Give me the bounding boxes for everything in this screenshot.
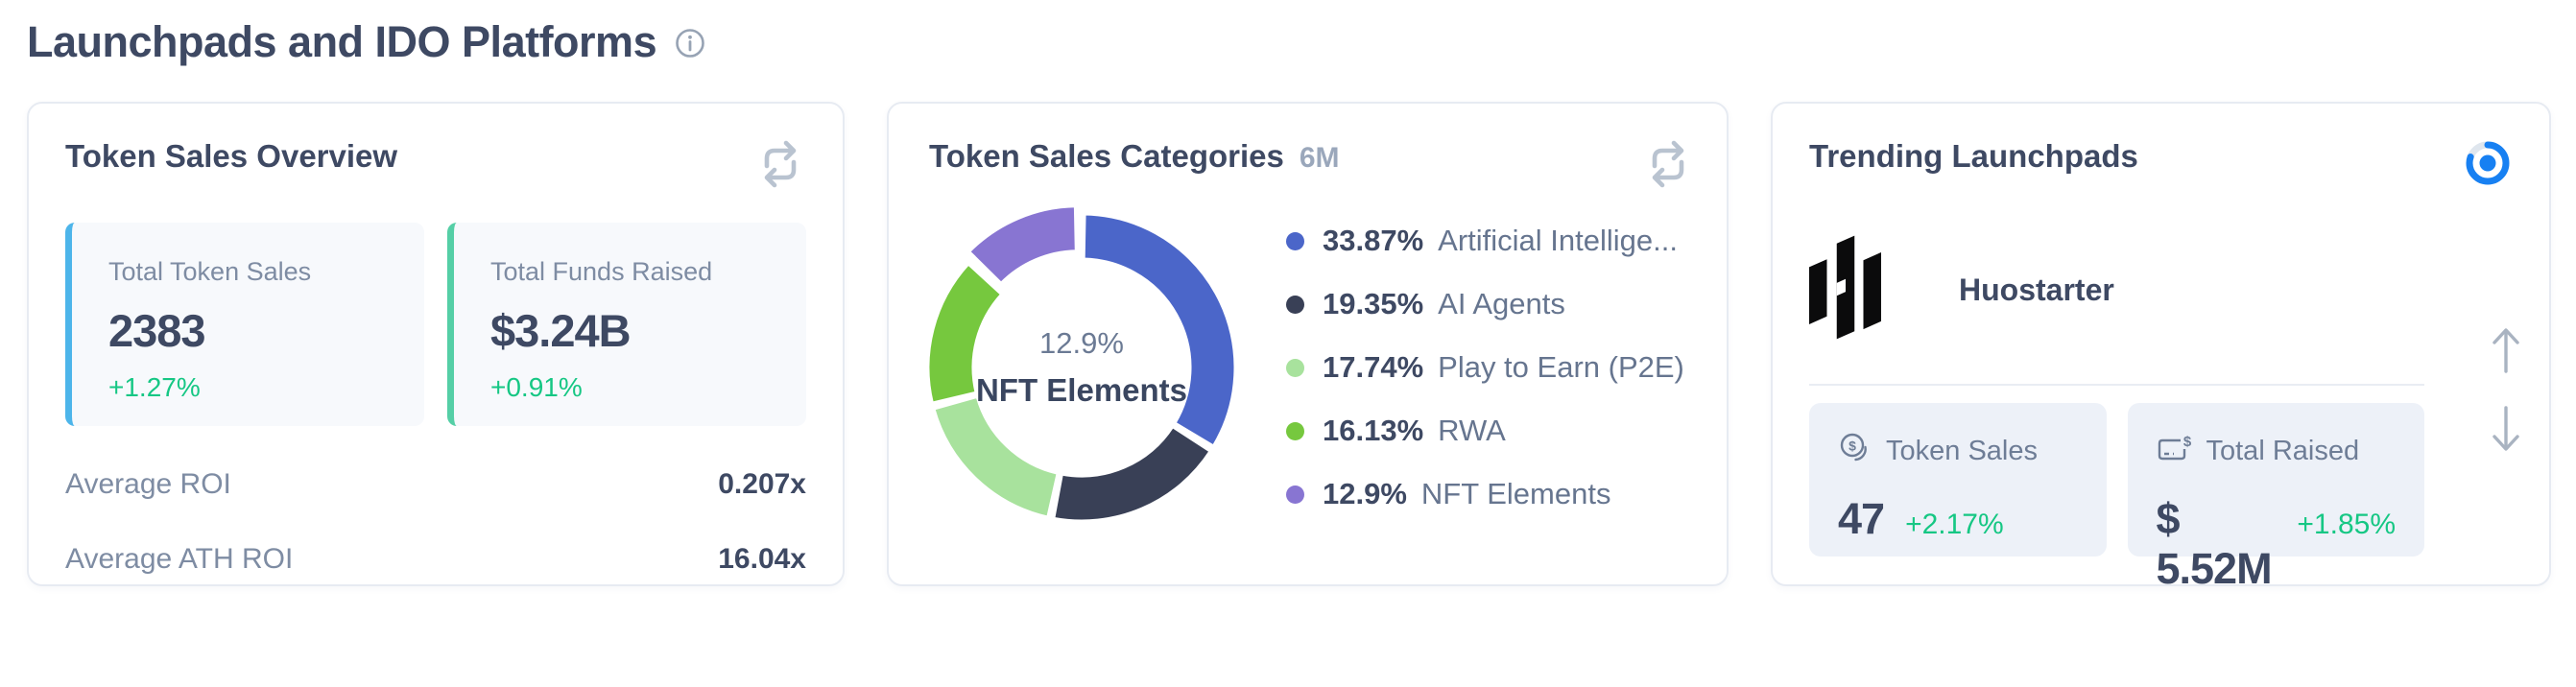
stat-label: Total Funds Raised — [490, 257, 713, 286]
donut-slice[interactable] — [1052, 425, 1212, 523]
legend-label: RWA — [1438, 414, 1506, 447]
trending-card-header: Trending Launchpads — [1809, 138, 2513, 188]
receipt-dollar-icon: $ — [2157, 432, 2193, 471]
launchpads-section: Launchpads and IDO Platforms Token Sales… — [27, 17, 2551, 593]
launchpad-stat-label: Token Sales — [1886, 436, 2038, 466]
launchpad-stat-change: +1.85% — [2297, 509, 2396, 540]
legend-percent: 16.13% — [1323, 414, 1424, 447]
launchpad-stat-value: $ 5.52M — [2156, 494, 2273, 593]
launchpad-stat-box: $ Token Sales 47 +2.17% — [1809, 403, 2107, 557]
legend-label: NFT Elements — [1420, 477, 1611, 510]
legend-label: Artificial Intellige... — [1438, 224, 1678, 257]
overview-card-title: Token Sales Overview — [65, 138, 398, 174]
legend-percent: 17.74% — [1323, 350, 1424, 384]
token-sales-overview-card: Token Sales Overview Total Token Sales 2… — [27, 102, 845, 586]
info-icon[interactable] — [674, 27, 706, 64]
legend-percent: 19.35% — [1323, 287, 1424, 320]
refresh-icon[interactable] — [1642, 138, 1694, 190]
overview-stat-box: Total Funds Raised $3.24B +0.91% — [447, 223, 806, 426]
page-title: Launchpads and IDO Platforms — [27, 17, 657, 66]
roi-label: Average ATH ROI — [65, 543, 294, 575]
svg-text:$: $ — [2182, 434, 2191, 450]
overview-stats-row: Total Token Sales 2383 +1.27% Total Fund… — [65, 223, 806, 426]
legend-item[interactable]: 33.87% Artificial Intellige... — [1286, 224, 1694, 258]
section-header: Launchpads and IDO Platforms — [27, 17, 2551, 67]
trending-launchpads-card: Trending Launchpads — [1771, 102, 2551, 593]
legend-dot — [1286, 421, 1304, 440]
cards-row: Token Sales Overview Total Token Sales 2… — [27, 102, 2551, 593]
token-sales-categories-card: Token Sales Categories 6M 12.9% — [887, 102, 1729, 586]
launchpad-stats-row: $ Token Sales 47 +2.17% — [1809, 403, 2424, 593]
category-legend: 33.87% Artificial Intellige... 19.35% AI… — [1286, 224, 1694, 511]
divider — [1809, 384, 2424, 386]
legend-item[interactable]: 12.9% NFT Elements — [1286, 477, 1694, 511]
roi-label: Average ROI — [65, 468, 231, 500]
launchpad-stat-value: 47 — [1838, 494, 1885, 543]
categories-card-title: Token Sales Categories — [929, 138, 1284, 174]
categories-period-badge: 6M — [1299, 142, 1340, 174]
refresh-icon[interactable] — [754, 138, 806, 190]
roi-value: 0.207x — [718, 468, 806, 500]
legend-dot — [1286, 358, 1304, 377]
launchpad-name: Huostarter — [1959, 272, 2114, 307]
donut-slice[interactable] — [1082, 212, 1237, 448]
categories-body: 12.9% NFT Elements 33.87% Artificial Int… — [918, 200, 1694, 535]
arrow-up-icon[interactable] — [2488, 326, 2524, 374]
autorotate-timer-icon[interactable] — [2463, 138, 2513, 188]
legend-percent: 33.87% — [1323, 224, 1424, 257]
launchpad-stat-box: $ Total Raised $ 5.52M +1.85% — [2127, 403, 2424, 593]
stat-value: $3.24B — [490, 305, 632, 356]
launchpad-stat-change: +2.17% — [1905, 509, 2004, 540]
overview-stat-box: Total Token Sales 2383 +1.27% — [65, 223, 424, 426]
legend-item[interactable]: 16.13% RWA — [1286, 414, 1694, 448]
launchpad-row[interactable]: Huostarter — [1809, 228, 2513, 351]
legend-dot — [1286, 231, 1304, 250]
categories-card-header: Token Sales Categories 6M — [918, 138, 1694, 190]
launchpad-stat-label: Total Raised — [2206, 436, 2360, 466]
stat-change: +0.91% — [490, 372, 583, 402]
coins-dollar-icon: $ — [1838, 432, 1872, 471]
legend-percent: 12.9% — [1323, 477, 1407, 510]
stat-label: Total Token Sales — [108, 257, 312, 286]
legend-label: Play to Earn (P2E) — [1438, 350, 1684, 384]
donut-slice[interactable] — [967, 204, 1078, 285]
donut-slice[interactable] — [932, 394, 1060, 519]
stat-change: +1.27% — [108, 372, 201, 402]
donut-slice[interactable] — [926, 262, 1004, 405]
average-roi-row: Average ROI 0.207x — [65, 468, 806, 501]
legend-item[interactable]: 19.35% AI Agents — [1286, 287, 1694, 321]
stat-value: 2383 — [108, 305, 206, 356]
arrow-down-icon[interactable] — [2488, 405, 2524, 453]
roi-value: 16.04x — [718, 543, 806, 575]
svg-text:$: $ — [1849, 438, 1856, 454]
donut-chart[interactable]: 12.9% NFT Elements — [914, 200, 1250, 535]
launchpad-pager — [2488, 326, 2524, 453]
legend-dot — [1286, 295, 1304, 314]
huostarter-logo — [1809, 235, 1882, 345]
legend-item[interactable]: 17.74% Play to Earn (P2E) — [1286, 350, 1694, 385]
trending-card-title: Trending Launchpads — [1809, 138, 2138, 174]
average-ath-roi-row: Average ATH ROI 16.04x — [65, 543, 806, 576]
legend-dot — [1286, 485, 1304, 504]
legend-label: AI Agents — [1438, 287, 1565, 320]
overview-card-header: Token Sales Overview — [65, 138, 806, 190]
